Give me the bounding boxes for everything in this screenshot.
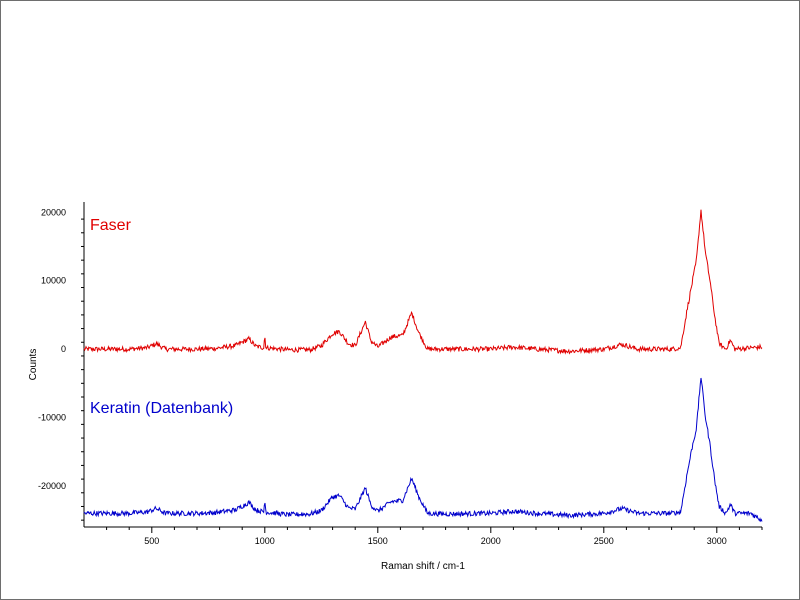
- y-tick-label: -20000: [38, 481, 66, 491]
- series-line-faser: [83, 209, 763, 355]
- x-tick-label: 1500: [368, 536, 388, 546]
- y-tick-label: 0: [61, 344, 66, 354]
- x-tick-label: 1000: [255, 536, 275, 546]
- ticks: 500 1000 1500 2000 2500 3000 20000 10000 0 -10000…: [38, 207, 763, 546]
- axes: [83, 202, 762, 528]
- x-tick-label: 500: [144, 536, 159, 546]
- y-tick-label: -10000: [38, 413, 66, 423]
- x-tick-label: 3000: [707, 536, 727, 546]
- y-tick-label: 10000: [41, 276, 66, 286]
- y-tick-label: 20000: [41, 207, 66, 217]
- series-labels: Faser Keratin (Datenbank): [90, 217, 233, 417]
- series-label-keratin: Keratin (Datenbank): [90, 400, 233, 417]
- series-line-keratin: [83, 377, 763, 523]
- x-tick-label: 2000: [481, 536, 501, 546]
- series-label-faser: Faser: [90, 217, 132, 234]
- series-lines: [83, 209, 763, 523]
- y-axis-label: Counts: [28, 349, 39, 381]
- x-tick-label: 2500: [594, 536, 614, 546]
- x-axis-label: Raman shift / cm-1: [381, 561, 465, 572]
